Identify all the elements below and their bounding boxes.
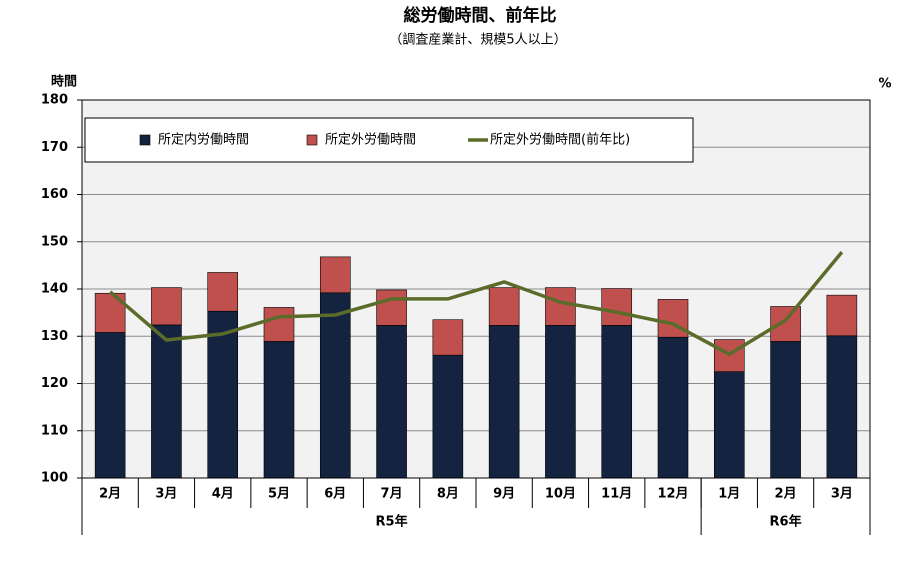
bar: [263, 341, 295, 479]
legend-label: 所定内労働時間: [158, 132, 249, 148]
bar: [601, 325, 633, 479]
group-label: R6年: [770, 514, 802, 530]
x-tick-label: 1月: [718, 487, 740, 502]
legend-label: 所定外労働時間(前年比): [490, 132, 630, 148]
y-tick-label: 140: [41, 282, 68, 297]
bar: [207, 272, 239, 312]
y-tick-label: 120: [41, 376, 68, 391]
bar: [263, 307, 295, 342]
y-tick-label: 180: [41, 93, 68, 108]
chart-title: 総労働時間、前年比: [404, 5, 557, 26]
legend-label: 所定外労働時間: [325, 133, 416, 148]
bar: [488, 325, 520, 479]
y-tick-label: 170: [41, 140, 68, 155]
bar: [376, 325, 407, 479]
bar: [545, 325, 576, 479]
y-tick-label: 160: [41, 187, 68, 202]
bar: [151, 324, 182, 479]
bar: [601, 288, 633, 326]
legend-swatch: [139, 134, 151, 146]
x-tick-label: 6月: [324, 487, 346, 502]
chart-subtitle: （調査産業計、規模5人以上）: [389, 32, 566, 48]
x-tick-label: 12月: [657, 487, 688, 502]
legend-box: [84, 117, 694, 163]
bar: [770, 341, 801, 479]
x-tick-label: 10月: [545, 487, 576, 502]
y-axis-label: 時間: [51, 74, 77, 90]
group-label: R5年: [376, 514, 408, 530]
line: [109, 251, 844, 357]
bar: [432, 319, 464, 356]
bar: [376, 289, 407, 326]
x-tick-label: 3月: [155, 487, 177, 502]
y-tick-label: 100: [41, 471, 68, 486]
x-tick-label: 11月: [601, 487, 632, 502]
y-tick-label: 130: [41, 329, 68, 344]
y2-axis-label: %: [878, 77, 891, 92]
x-tick-label: 2月: [775, 487, 797, 502]
x-tick-label: 9月: [493, 487, 515, 502]
y-tick-label: 150: [41, 234, 68, 249]
bar: [94, 332, 126, 479]
y-tick-label: 110: [41, 423, 68, 438]
bar: [770, 306, 801, 342]
bar: [207, 310, 239, 479]
bar: [657, 336, 689, 479]
bar: [319, 292, 351, 479]
bar: [713, 371, 745, 479]
x-tick-label: 7月: [381, 487, 403, 502]
bar: [826, 335, 858, 479]
x-tick-label: 2月: [99, 487, 121, 502]
bar: [826, 294, 858, 337]
bar: [151, 287, 182, 326]
bar: [545, 287, 576, 326]
legend-swatch: [306, 134, 318, 146]
x-tick-label: 4月: [212, 487, 234, 502]
bar: [488, 287, 520, 326]
x-tick-label: 8月: [437, 487, 459, 502]
x-tick-label: 3月: [831, 487, 853, 502]
bar: [432, 354, 464, 479]
x-tick-label: 5月: [268, 487, 290, 502]
bar: [319, 256, 351, 294]
